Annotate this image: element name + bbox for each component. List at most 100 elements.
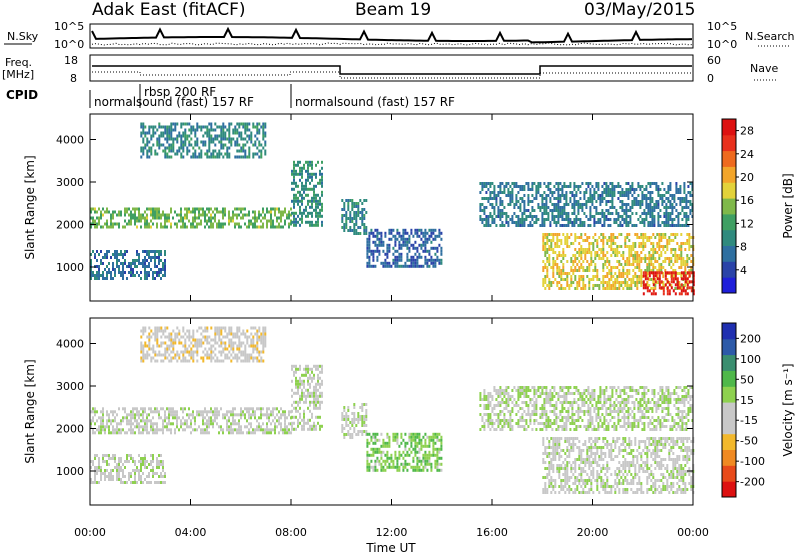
echo-cell [295, 367, 297, 371]
echo-cell [557, 212, 560, 215]
echo-cell [438, 231, 441, 235]
echo-cell [587, 218, 590, 221]
echo-cell [682, 289, 685, 293]
echo-cell [172, 416, 174, 420]
echo-cell [315, 223, 317, 227]
echo-cell [295, 406, 297, 410]
echo-cell [668, 271, 671, 275]
echo-cell [606, 266, 609, 269]
echo-cell [366, 456, 369, 460]
echo-cell [168, 131, 171, 135]
echo-cell [142, 149, 145, 153]
echo-cell [636, 263, 639, 266]
echo-cell [554, 251, 557, 254]
echo-cell [618, 269, 621, 272]
echo-cell [94, 478, 96, 481]
echo-cell [317, 193, 319, 197]
echo-cell [659, 224, 662, 227]
echo-cell [152, 128, 155, 132]
echo-cell [224, 143, 227, 147]
echo-cell [301, 181, 303, 185]
echo-cell [268, 407, 270, 411]
echo-cell [616, 245, 619, 248]
echo-cell [214, 329, 217, 333]
echo-cell [126, 250, 128, 253]
echo-cell [317, 214, 319, 218]
echo-cell [633, 191, 636, 194]
echo-cell [307, 199, 309, 203]
echo-cell [675, 209, 678, 212]
echo-cell [170, 410, 172, 414]
echo-cell [589, 188, 592, 191]
echo-cell [556, 272, 559, 275]
echo-cell [376, 255, 379, 259]
echo-cell [589, 218, 592, 221]
echo-cell [162, 225, 164, 229]
echo-cell [651, 206, 654, 209]
echo-cell [622, 272, 625, 275]
echo-cell [412, 246, 415, 250]
echo-cell [164, 268, 166, 271]
echo-cell [544, 236, 547, 239]
echo-cell [140, 329, 143, 333]
echo-cell [542, 236, 545, 239]
echo-cell [290, 207, 292, 211]
echo-cell [685, 224, 688, 227]
echo-cell [556, 263, 559, 266]
echo-cell [692, 277, 695, 281]
echo-cell [592, 287, 595, 290]
echo-cell [553, 197, 556, 200]
echo-cell [148, 250, 150, 253]
echo-cell [254, 125, 257, 129]
echo-cell [319, 172, 321, 176]
echo-cell [154, 350, 157, 354]
echo-cell [394, 237, 397, 241]
echo-cell [315, 403, 317, 407]
echo-cell [182, 219, 184, 223]
echo-cell [675, 215, 678, 218]
echo-cell [418, 234, 421, 238]
echo-cell [299, 400, 301, 404]
echo-cell [604, 236, 607, 239]
echo-cell [284, 428, 286, 432]
echo-cell [315, 388, 317, 392]
echo-cell [180, 213, 182, 217]
echo-cell [128, 222, 130, 226]
echo-cell [138, 422, 140, 426]
echo-cell [499, 224, 502, 227]
echo-cell [238, 122, 241, 126]
echo-cell [170, 341, 173, 345]
echo-cell [158, 329, 161, 333]
echo-cell [531, 200, 534, 203]
echo-cell [94, 410, 96, 414]
echo-cell [196, 344, 199, 348]
echo-cell [94, 422, 96, 426]
echo-cell [630, 284, 633, 287]
echo-cell [392, 228, 395, 232]
echo-cell [410, 258, 413, 262]
echo-cell [104, 431, 106, 435]
echo-cell [256, 125, 259, 129]
echo-cell [190, 356, 193, 360]
y-axis-label: Slant Range [km] [23, 155, 37, 259]
echo-cell [116, 422, 118, 426]
echo-cell [353, 415, 356, 418]
echo-cell [669, 215, 672, 218]
echo-cell [592, 236, 595, 239]
echo-cell [303, 184, 305, 188]
echo-cell [640, 278, 643, 281]
echo-cell [551, 218, 554, 221]
echo-cell [130, 481, 132, 484]
echo-cell [256, 356, 259, 360]
echo-cell [222, 347, 225, 351]
echo-cell [180, 425, 182, 429]
echo-cell [398, 264, 401, 268]
echo-cell [370, 438, 373, 442]
echo-cell [654, 271, 657, 275]
echo-cell [130, 454, 132, 457]
echo-cell [208, 341, 211, 345]
echo-cell [254, 216, 256, 220]
echo-cell [347, 418, 350, 421]
echo-cell [598, 278, 601, 281]
echo-cell [164, 253, 166, 256]
